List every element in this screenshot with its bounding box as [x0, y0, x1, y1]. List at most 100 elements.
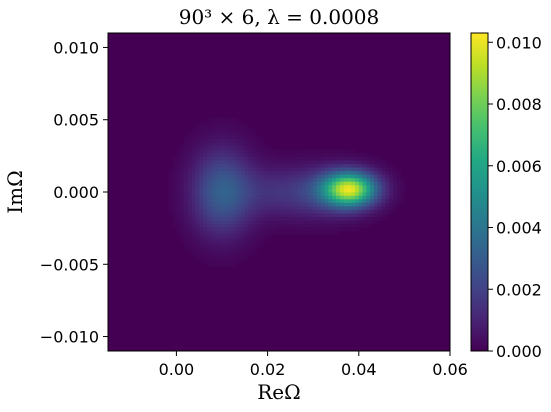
- heatmap-cell-235: [199, 220, 204, 225]
- heatmap-cell-899: [263, 206, 268, 210]
- heatmap-cell-147: [187, 139, 192, 143]
- heatmap-cell-326: [206, 184, 211, 189]
- heatmap-cell-1190: [309, 209, 314, 214]
- heatmap-cell-596: [229, 121, 234, 126]
- heatmap-cell-23: [172, 184, 177, 189]
- heatmap-cell-192: [195, 234, 200, 239]
- heatmap-cell-28: [172, 167, 177, 172]
- heatmap-cell-796: [252, 241, 257, 246]
- heatmap-cell-604: [233, 241, 238, 246]
- heatmap-cell-629: [233, 153, 238, 157]
- heatmap-cell-802: [252, 220, 257, 225]
- heatmap-cell-1164: [305, 216, 310, 221]
- heatmap-cell-327: [206, 181, 211, 186]
- heatmap-cell-660: [237, 188, 242, 193]
- heatmap-cell-472: [222, 262, 227, 267]
- heatmap-cell-256: [199, 146, 204, 150]
- heatmap-cell-32: [176, 230, 181, 235]
- heatmap-cell-1406: [343, 202, 348, 207]
- heatmap-cell-1292: [324, 188, 329, 193]
- heatmap-cell-1353: [336, 227, 341, 232]
- heatmap-cell-1476: [355, 199, 360, 203]
- heatmap-cell-1332: [332, 216, 337, 221]
- heatmap-cell-1479: [355, 188, 360, 193]
- heatmap-cell-1238: [317, 209, 322, 214]
- heatmap-cell-971: [275, 220, 280, 225]
- heatmap-cell-377: [210, 153, 215, 157]
- heatmap-cell-341: [206, 131, 211, 136]
- heatmap-cell-1346: [332, 167, 337, 172]
- heatmap-cell-360: [210, 213, 215, 218]
- heatmap-cell-1024: [282, 202, 287, 207]
- heatmap-cell-131: [187, 195, 192, 200]
- heatmap-cell-429: [214, 117, 219, 122]
- heatmap-cell-1140: [301, 216, 306, 221]
- heatmap-cell-975: [275, 206, 280, 210]
- heatmap-cell-143: [187, 153, 192, 157]
- heatmap-cell-1649: [389, 181, 394, 186]
- heatmap-cell-8: [168, 181, 173, 186]
- heatmap-cell-236: [199, 216, 204, 221]
- heatmap-cell-1142: [301, 209, 306, 214]
- heatmap-cell-1078: [290, 181, 295, 186]
- heatmap-cell-746: [244, 163, 249, 168]
- heatmap-cell-712: [241, 146, 246, 150]
- heatmap-cell-479: [222, 237, 227, 242]
- heatmap-cell-557: [229, 259, 234, 263]
- heatmap-cell-647: [237, 234, 242, 239]
- heatmap-cell-297: [203, 142, 208, 147]
- heatmap-cell-369: [210, 181, 215, 186]
- heatmap-cell-1491: [358, 220, 363, 225]
- heatmap-cell-482: [222, 227, 227, 232]
- heatmap-cell-407: [214, 195, 219, 200]
- heatmap-cell-894: [263, 223, 268, 228]
- heatmap-cell-102: [184, 181, 189, 186]
- heatmap-cell-1652: [389, 170, 394, 175]
- heatmap-cell-1351: [332, 149, 337, 154]
- heatmap-cell-1231: [313, 149, 318, 154]
- heatmap-cell-343: [206, 124, 211, 129]
- heatmap-cell-115: [184, 135, 189, 140]
- heatmap-cell-914: [263, 153, 268, 157]
- heatmap-cell-862: [260, 234, 265, 239]
- heatmap-cell-5: [168, 192, 173, 196]
- heatmap-cell-770: [248, 209, 253, 214]
- heatmap-cell-1585: [374, 174, 379, 179]
- heatmap-cell-457: [218, 167, 223, 172]
- heatmap-cell-73: [180, 177, 185, 182]
- heatmap-cell-1066: [290, 223, 295, 228]
- heatmap-cell-1230: [313, 153, 318, 157]
- heatmap-cell-33: [176, 227, 181, 232]
- heatmap-cell-1237: [317, 213, 322, 218]
- heatmap-cell-1273: [320, 170, 325, 175]
- heatmap-cell-1663: [393, 177, 398, 182]
- heatmap-cell-1196: [309, 188, 314, 193]
- heatmap-cell-410: [214, 184, 219, 189]
- heatmap-cell-465: [218, 139, 223, 143]
- heatmap-cell-1514: [362, 213, 367, 218]
- heatmap-cell-1288: [324, 202, 329, 207]
- heatmap-cell-580: [229, 177, 234, 182]
- heatmap-cell-1089: [294, 227, 299, 232]
- heatmap-cell-144: [187, 149, 192, 154]
- heatmap-cell-955: [271, 192, 276, 196]
- heatmap-cell-499: [222, 167, 227, 172]
- heatmap-cell-1322: [328, 167, 333, 172]
- heatmap-cell-1542: [366, 188, 371, 193]
- heatmap-cell-1036: [282, 160, 287, 165]
- heatmap-cell-1656: [393, 202, 398, 207]
- heatmap-cell-502: [222, 156, 227, 161]
- heatmap-cell-389: [214, 259, 219, 263]
- heatmap-cell-133: [187, 188, 192, 193]
- heatmap-cell-1254: [317, 153, 322, 157]
- heatmap-cell-1229: [313, 156, 318, 161]
- heatmap-cell-1431: [347, 195, 352, 200]
- heatmap-cell-155: [191, 234, 196, 239]
- heatmap-cell-911: [263, 163, 268, 168]
- heatmap-cell-205: [195, 188, 200, 193]
- heatmap-cell-1102: [294, 181, 299, 186]
- heatmap-cell-203: [195, 195, 200, 200]
- heatmap-cell-1439: [347, 167, 352, 172]
- heatmap-cell-764: [248, 230, 253, 235]
- heatmap-cell-1602: [377, 177, 382, 182]
